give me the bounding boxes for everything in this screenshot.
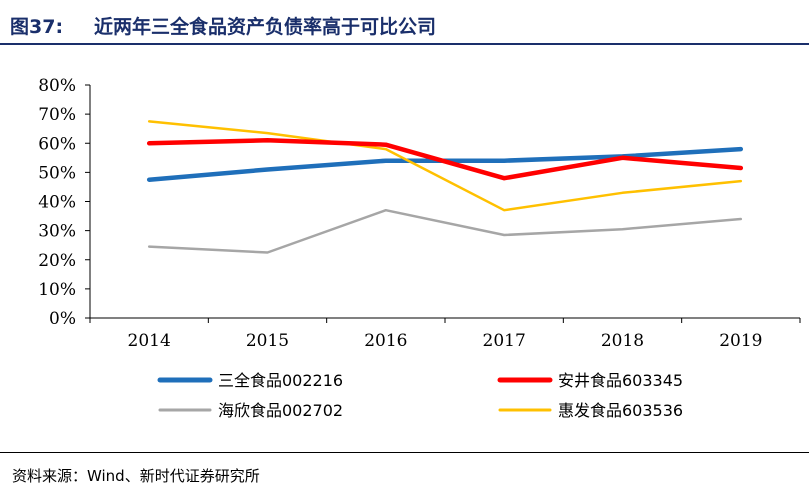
figure-label: 图37: — [10, 16, 64, 38]
series-line-1 — [146, 146, 744, 182]
legend-label: 安井食品603345 — [558, 371, 683, 390]
x-tick-label: 2015 — [246, 331, 289, 351]
figure-title: 近两年三全食品资产负债率高于可比公司 — [94, 16, 437, 38]
figure-header: 图37: 近两年三全食品资产负债率高于可比公司 — [0, 0, 809, 50]
y-tick-label: 20% — [38, 251, 76, 271]
x-tick-label: 2016 — [364, 331, 407, 351]
figure-footer: 资料来源：Wind、新时代证券研究所 — [0, 452, 809, 497]
y-tick-label: 40% — [38, 193, 76, 213]
line-chart: 0% 10% 20% 30% 40% 50% 60% 70% 80% 2014 2015 2016 20… — [38, 76, 801, 420]
y-tick-label: 80% — [38, 76, 76, 96]
y-tick-label: 0% — [49, 309, 76, 329]
legend-label: 惠发食品603536 — [558, 401, 683, 420]
legend-label: 三全食品002216 — [218, 371, 343, 390]
series-line-2 — [146, 138, 744, 181]
x-tick-label: 2018 — [601, 331, 644, 351]
x-tick-label: 2014 — [128, 331, 171, 351]
header-rule — [0, 43, 809, 45]
y-tick-label: 30% — [38, 222, 76, 242]
y-tick-label: 70% — [38, 105, 76, 125]
x-tick-label: 2017 — [483, 331, 526, 351]
y-tick-label: 60% — [38, 134, 76, 154]
series-line-4 — [147, 120, 743, 212]
y-tick-label: 50% — [38, 163, 76, 183]
legend-label: 海欣食品002702 — [218, 401, 343, 420]
source-note: 资料来源：Wind、新时代证券研究所 — [12, 467, 260, 485]
series-line-3 — [147, 208, 743, 254]
y-tick-label: 10% — [38, 280, 76, 300]
footer-rule — [0, 452, 809, 453]
x-tick-label: 2019 — [719, 331, 762, 351]
